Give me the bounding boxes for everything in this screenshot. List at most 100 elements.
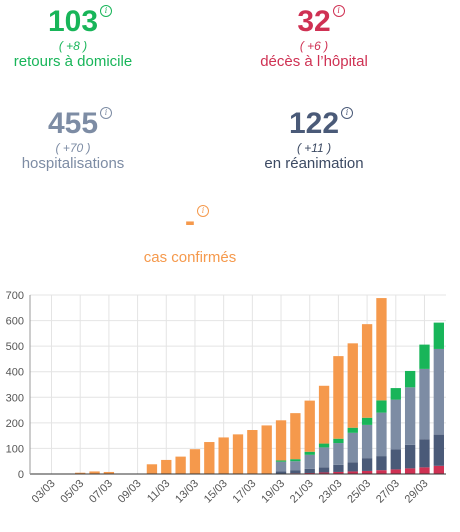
bar-deaths <box>376 470 387 474</box>
x-tick-label: 03/03 <box>30 478 58 506</box>
bar-home <box>404 370 416 388</box>
bar-icu <box>333 464 344 472</box>
bar-hosp <box>390 399 401 450</box>
bar-confirmed <box>290 413 301 460</box>
bar-hosp <box>419 368 430 440</box>
bar-hosp <box>404 387 416 445</box>
info-icon[interactable]: i <box>100 107 113 119</box>
bar-home <box>419 344 430 369</box>
x-tick-label: 07/03 <box>87 478 115 506</box>
bar-hosp <box>333 443 344 465</box>
x-tick-label: 27/03 <box>374 478 402 506</box>
bar-hosp <box>290 461 301 471</box>
x-tick-label: 23/03 <box>317 478 345 506</box>
bar-confirmed <box>161 459 172 474</box>
info-icon[interactable]: i <box>100 5 113 17</box>
y-tick-label: 300 <box>6 392 24 404</box>
y-tick-label: 700 <box>6 290 24 302</box>
intensive-care-label: en réanimation <box>264 155 364 172</box>
bar-icu <box>404 444 416 469</box>
y-tick-label: 200 <box>6 418 24 430</box>
bar-icu <box>318 467 330 473</box>
info-icon[interactable]: i <box>341 107 354 119</box>
bar-confirmed <box>333 356 344 439</box>
bar-hosp <box>433 348 444 435</box>
bar-confirmed <box>175 456 186 474</box>
bar-deaths <box>318 472 330 474</box>
bar-icu <box>347 462 358 472</box>
bar-confirmed <box>146 464 158 474</box>
bar-home <box>304 451 315 455</box>
bar-home <box>290 459 301 462</box>
bar-hosp <box>361 424 373 459</box>
stat-confirmed-cases: -i cas confirmés <box>120 205 260 267</box>
bar-confirmed <box>189 449 201 474</box>
home-returns-label: retours à domicile <box>13 53 133 70</box>
bar-home <box>318 443 330 448</box>
stat-intensive-care: 122 i ( +11 ) en réanimation <box>247 107 381 173</box>
info-icon[interactable]: i <box>332 5 345 17</box>
bar-home <box>347 427 358 433</box>
bar-deaths <box>404 468 416 474</box>
bar-icu <box>433 434 444 466</box>
bar-icu <box>275 471 287 474</box>
bar-icu <box>361 458 373 471</box>
bar-icu <box>376 456 387 471</box>
bar-confirmed <box>347 343 358 428</box>
bar-home <box>361 417 373 425</box>
x-tick-label: 29/03 <box>403 478 431 506</box>
bar-confirmed <box>103 471 115 474</box>
stacked-bar-chart: 0 100 200 300 400 500 600 700 03/03 05/03 07/03 09/… <box>6 290 446 506</box>
bar-deaths <box>361 470 373 474</box>
y-tick-label: 400 <box>6 367 24 379</box>
x-tick-label: 21/03 <box>288 478 316 506</box>
bar-home <box>333 438 344 444</box>
confirmed-cases-label: cas confirmés <box>143 249 237 266</box>
x-tick-label: 19/03 <box>259 478 287 506</box>
bar-confirmed <box>218 437 229 474</box>
intensive-care-delta: ( +11 ) <box>296 141 332 155</box>
stat-hospitalisations: 455 i ( +70 ) hospitalisations <box>0 107 146 173</box>
bar-confirmed <box>232 434 244 474</box>
bar-hosp <box>376 412 387 457</box>
x-tick-label: 15/03 <box>202 478 230 506</box>
stat-home-returns: 103 i ( +8 ) retours à domicile <box>0 5 146 71</box>
bar-deaths <box>390 469 401 474</box>
x-tick-label: 17/03 <box>231 478 259 506</box>
x-tick-label: 09/03 <box>116 478 144 506</box>
hospitalisations-value: 455 i <box>48 107 113 141</box>
bar-deaths <box>347 471 358 474</box>
y-tick-label: 0 <box>18 469 24 481</box>
info-icon[interactable]: i <box>197 205 209 217</box>
y-tick-label: 600 <box>6 316 24 328</box>
bar-deaths <box>333 471 344 474</box>
bar-hosp <box>275 461 287 472</box>
bar-home <box>275 460 287 462</box>
bar-icu <box>390 449 401 470</box>
home-returns-value: 103 i <box>48 5 113 39</box>
hospitalisations-label: hospitalisations <box>21 155 125 172</box>
x-tick-label: 25/03 <box>345 478 373 506</box>
stat-hospital-deaths: 32 i ( +6 ) décès à l’hôpital <box>247 5 381 71</box>
bar-confirmed <box>376 298 387 401</box>
hospital-deaths-delta: ( +6 ) <box>299 39 329 53</box>
x-tick-label: 05/03 <box>58 478 86 506</box>
bar-confirmed <box>304 400 315 452</box>
bar-confirmed <box>261 425 272 474</box>
bar-hosp <box>304 454 315 469</box>
bar-home <box>376 400 387 413</box>
bar-confirmed <box>89 471 100 474</box>
bar-icu <box>290 470 301 474</box>
hospitalisations-delta: ( +70 ) <box>55 141 91 155</box>
bar-deaths <box>419 467 430 474</box>
y-tick-label: 500 <box>6 341 24 353</box>
intensive-care-value: 122 i <box>289 107 354 141</box>
home-returns-delta: ( +8 ) <box>58 39 88 53</box>
bar-home <box>390 388 401 400</box>
bar-confirmed <box>247 430 258 474</box>
bar-icu <box>419 439 430 468</box>
bar-home <box>433 322 444 349</box>
bar-icu <box>304 468 315 473</box>
bar-hosp <box>318 447 330 468</box>
hospital-deaths-label: décès à l’hôpital <box>260 53 368 70</box>
